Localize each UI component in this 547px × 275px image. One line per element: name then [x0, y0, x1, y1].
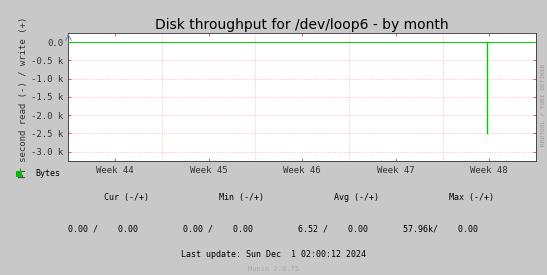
Text: ■: ■ — [16, 169, 22, 179]
Text: Last update: Sun Dec  1 02:00:12 2024: Last update: Sun Dec 1 02:00:12 2024 — [181, 250, 366, 259]
Text: Cur (-/+)              Min (-/+)              Avg (-/+)              Max (-/+): Cur (-/+) Min (-/+) Avg (-/+) Max (-/+) — [54, 192, 493, 202]
Text: Munin 2.0.75: Munin 2.0.75 — [248, 266, 299, 272]
Y-axis label: Pr second read (-) / write (+): Pr second read (-) / write (+) — [20, 16, 28, 178]
Text: 0.00 /    0.00         0.00 /    0.00         6.52 /    0.00       57.96k/    0.: 0.00 / 0.00 0.00 / 0.00 6.52 / 0.00 57.9… — [68, 224, 479, 233]
Title: Disk throughput for /dev/loop6 - by month: Disk throughput for /dev/loop6 - by mont… — [155, 18, 449, 32]
Text: RRDTOOL / TOBI OETIKER: RRDTOOL / TOBI OETIKER — [541, 63, 546, 146]
Text: Bytes: Bytes — [36, 169, 61, 178]
